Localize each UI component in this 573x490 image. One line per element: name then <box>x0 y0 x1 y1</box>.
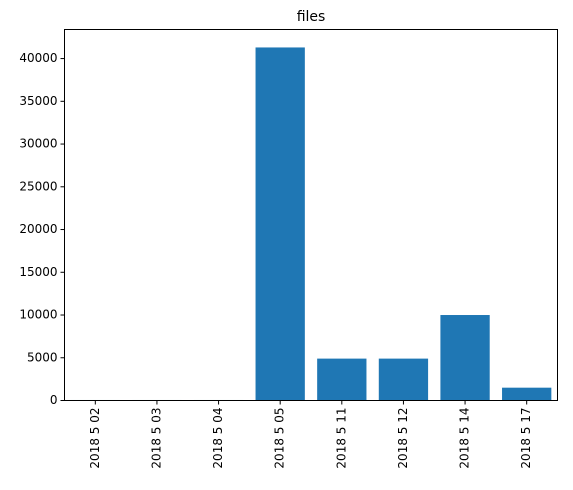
x-tick-label-0: 2018 5 02 <box>88 408 102 469</box>
bar-6 <box>440 315 490 401</box>
x-tick-label-1: 2018 5 03 <box>149 408 163 469</box>
y-tick-label-6: 30000 <box>19 137 57 151</box>
bar-4 <box>317 358 367 401</box>
x-tick-label-4: 2018 5 11 <box>334 408 348 469</box>
plot-frame <box>64 29 558 401</box>
bar-5 <box>378 358 429 401</box>
y-tick-label-0: 0 <box>50 393 58 407</box>
y-tick-label-7: 35000 <box>19 94 57 108</box>
x-tick-label-3: 2018 5 05 <box>273 408 287 469</box>
chart-title: files <box>297 9 326 25</box>
x-tick-label-7: 2018 5 17 <box>519 408 533 469</box>
y-tick-label-8: 40000 <box>19 51 57 65</box>
bar-7 <box>502 387 552 401</box>
y-tick-label-2: 10000 <box>19 308 57 322</box>
y-axis: 0 5000 10000 15000 20000 25000 30000 35000 40000 <box>19 51 65 407</box>
x-tick-label-5: 2018 5 12 <box>396 408 410 469</box>
bar-3 <box>255 47 305 401</box>
x-axis: 2018 5 02 2018 5 03 2018 5 04 2018 5 05 2018… <box>88 400 533 469</box>
y-tick-label-3: 15000 <box>19 265 57 279</box>
x-tick-label-2: 2018 5 04 <box>211 408 225 469</box>
y-tick-label-4: 20000 <box>19 222 57 236</box>
y-tick-label-1: 5000 <box>27 350 58 364</box>
x-tick-label-6: 2018 5 14 <box>458 408 472 469</box>
bars-group <box>70 47 552 401</box>
y-tick-label-5: 25000 <box>19 179 57 193</box>
